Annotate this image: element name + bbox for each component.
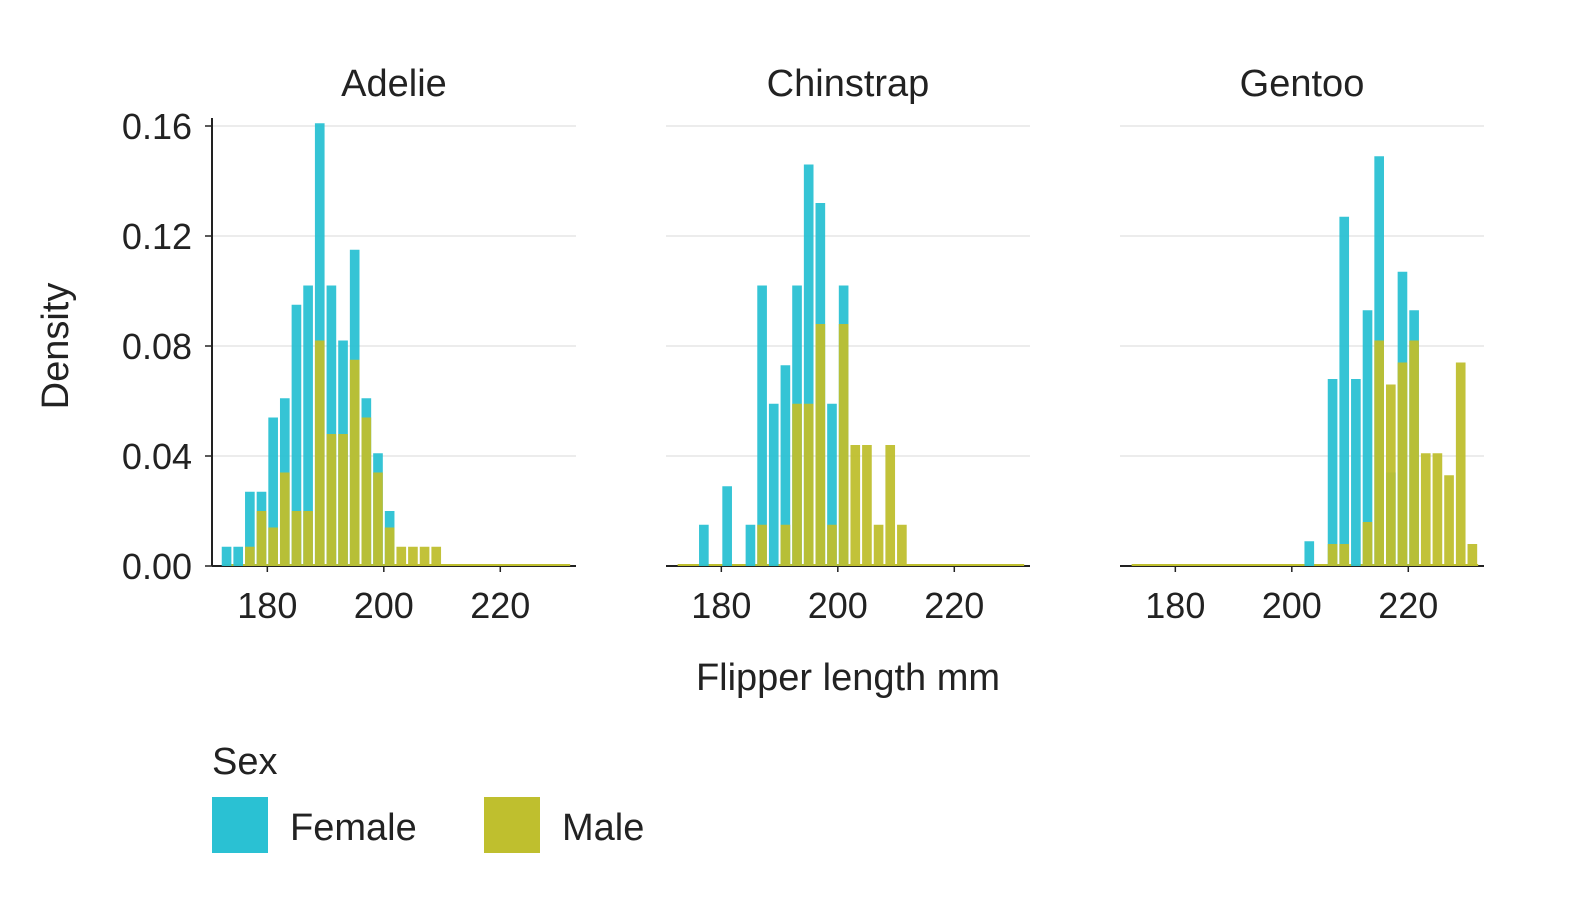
bar-male	[1444, 475, 1454, 566]
bar-male	[803, 403, 814, 566]
facet-panel-adelie: Adelie 180 200 220 0.00 0.04 0.08 0.12 0.16	[122, 63, 576, 626]
facet-panel-chinstrap: Chinstrap 180 200 220	[666, 63, 1030, 626]
bar-male	[1362, 522, 1373, 566]
x-tick-label: 200	[1262, 585, 1322, 626]
facet-panel-gentoo: Gentoo 180 200 220	[1120, 63, 1484, 626]
bar-female	[1339, 216, 1350, 566]
y-tick-label: 0.08	[122, 326, 192, 367]
bar-male	[1374, 340, 1384, 566]
bar-female	[326, 285, 337, 566]
bar-female	[245, 491, 255, 566]
x-tick-label: 220	[924, 585, 984, 626]
y-tick-label: 0.04	[122, 436, 192, 477]
bar-male	[349, 359, 360, 566]
bar-male	[1397, 362, 1408, 566]
bar-female	[221, 546, 232, 566]
x-axis-title: Flipper length mm	[696, 657, 1000, 699]
bar-female	[1304, 541, 1315, 566]
bar-male	[885, 445, 896, 566]
bar-male	[850, 445, 861, 566]
legend-label-male: Male	[562, 807, 644, 849]
bar-male	[396, 546, 407, 566]
bar-female	[757, 285, 767, 566]
legend-swatch-male	[484, 797, 540, 853]
bar-male	[245, 546, 255, 566]
bar-male	[873, 524, 884, 566]
legend: Sex Female Male	[212, 741, 644, 853]
bar-male	[757, 524, 767, 566]
y-tick-label: 0.00	[122, 546, 192, 587]
bar-male	[268, 527, 278, 566]
bar-male	[1409, 340, 1419, 566]
bar-male	[1327, 544, 1338, 566]
bar-male	[373, 472, 383, 566]
bar-male	[862, 445, 872, 566]
bar-male	[1385, 384, 1396, 566]
bar-female	[268, 417, 278, 566]
y-tick-label: 0.16	[122, 106, 192, 147]
y-tick-label: 0.12	[122, 216, 192, 257]
bar-female	[291, 304, 302, 566]
x-tick-label: 220	[470, 585, 530, 626]
y-axis-title: Density	[35, 283, 77, 410]
bar-male	[384, 527, 395, 566]
legend-label-female: Female	[290, 807, 417, 849]
bar-male	[1420, 453, 1431, 566]
bar-male	[815, 324, 826, 566]
bar-male	[361, 417, 372, 566]
bar-male	[1455, 362, 1466, 566]
bar-female	[233, 546, 244, 566]
bar-male	[431, 546, 442, 566]
bar-female	[827, 403, 837, 566]
bar-female	[768, 403, 779, 566]
bar-male	[326, 434, 337, 566]
bar-female	[303, 285, 313, 566]
facet-title: Gentoo	[1240, 63, 1365, 105]
bar-female	[1327, 379, 1338, 566]
bar-female	[780, 365, 791, 566]
bar-male	[1339, 544, 1350, 566]
bar-male	[838, 324, 849, 566]
x-tick-label: 180	[691, 585, 751, 626]
bar-female	[1351, 379, 1361, 566]
legend-title: Sex	[212, 741, 277, 783]
facet-title: Adelie	[341, 63, 447, 105]
bar-female	[803, 164, 814, 566]
x-tick-label: 180	[1145, 585, 1205, 626]
bar-male	[291, 511, 302, 566]
x-tick-label: 200	[808, 585, 868, 626]
facet-title: Chinstrap	[767, 63, 930, 105]
bar-male	[792, 403, 802, 566]
bar-male	[314, 340, 325, 566]
bar-male	[303, 511, 313, 566]
bar-male	[780, 524, 791, 566]
bar-male	[256, 511, 267, 566]
x-tick-label: 200	[354, 585, 414, 626]
bar-male	[1467, 544, 1478, 566]
bar-female	[1362, 310, 1373, 566]
bar-male	[338, 434, 348, 566]
bar-female	[699, 524, 709, 566]
x-tick-label: 220	[1378, 585, 1438, 626]
bar-female	[722, 486, 732, 566]
bar-male	[827, 524, 837, 566]
x-tick-label: 180	[237, 585, 297, 626]
legend-swatch-female	[212, 797, 268, 853]
bar-male	[419, 546, 430, 566]
bar-male	[408, 546, 418, 566]
bar-male	[279, 472, 290, 566]
bar-male	[1432, 453, 1443, 566]
bar-female	[745, 524, 756, 566]
bar-male	[897, 524, 907, 566]
